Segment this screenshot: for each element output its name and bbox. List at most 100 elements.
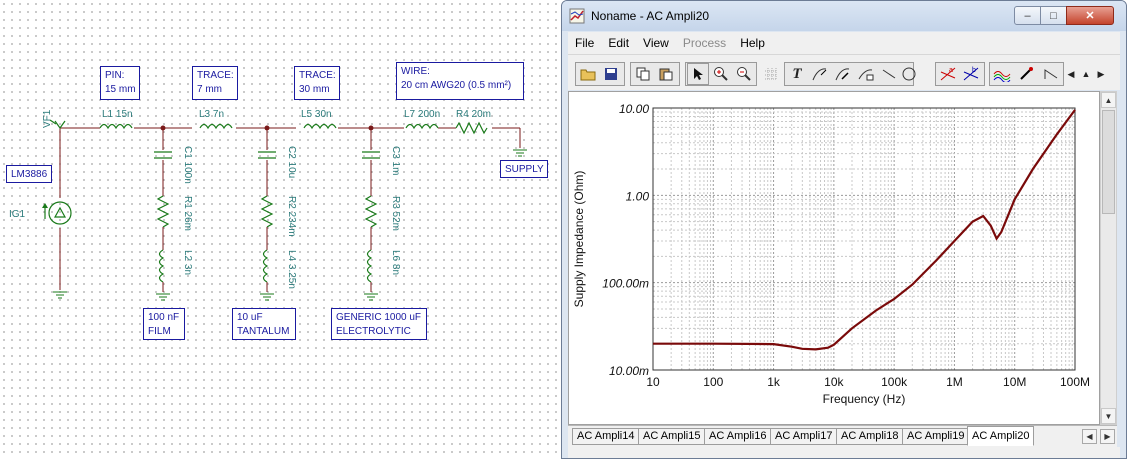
scroll-left-icon[interactable]: ◀ [1067, 68, 1075, 79]
tab-ac-ampli17[interactable]: AC Ampli17 [770, 428, 838, 445]
x-axis-label: Frequency (Hz) [823, 392, 906, 406]
chart-grid [652, 108, 1075, 371]
copy-icon[interactable] [632, 63, 654, 85]
label-c2: C2 10u [286, 146, 297, 178]
grid-icon[interactable] [760, 63, 782, 85]
zoom-out-icon[interactable] [733, 63, 755, 85]
label-l5: L5 30n [301, 109, 332, 120]
close-button[interactable]: ✕ [1066, 6, 1114, 25]
vertical-scrollbar[interactable]: ▲ ▼ [1100, 91, 1117, 425]
curve-cursor-icon[interactable] [809, 63, 831, 85]
title-bar[interactable]: Noname - AC Ampli20 – □ ✕ [562, 1, 1126, 31]
scrollbar-thumb[interactable] [1102, 110, 1115, 214]
x-tick-label: 10k [824, 375, 844, 389]
scroll-up-icon[interactable]: ▲ [1081, 69, 1091, 79]
label-l4: L4 3.25n [286, 250, 297, 289]
save-icon[interactable] [600, 63, 622, 85]
tab-ac-ampli19[interactable]: AC Ampli19 [902, 428, 970, 445]
label-l7: L7 200n [404, 109, 440, 120]
resistor-r4 [455, 121, 488, 135]
curve-label-icon[interactable] [855, 63, 877, 85]
label-r3: R3 52m [390, 196, 401, 231]
label-r2: R2 234m [286, 196, 297, 237]
step-icon[interactable] [1040, 63, 1062, 85]
label-r4: R4 20m [456, 109, 491, 120]
scroll-up-arrow-icon[interactable]: ▲ [1101, 92, 1116, 108]
y-tick-labels: 10.00m 100.00m 1.00 10.00 [602, 102, 649, 378]
tab-scroll-left-icon[interactable]: ◀ [1082, 429, 1097, 444]
circle-icon[interactable] [898, 63, 920, 85]
x-tick-label: 1k [767, 375, 781, 389]
pen-icon[interactable] [1015, 63, 1037, 85]
inductor-l7 [405, 123, 439, 130]
open-folder-icon[interactable] [577, 63, 599, 85]
paste-icon[interactable] [655, 63, 677, 85]
minimize-button[interactable]: – [1014, 6, 1041, 25]
plot-area[interactable]: 10 100 1k 10k 100k 1M 10M 100M 10.00m 100.00m 1.0… [568, 91, 1100, 425]
cursor-a-icon[interactable]: a [937, 63, 959, 85]
menu-process: Process [682, 36, 727, 50]
label-c3: C3 1m [390, 146, 401, 175]
tab-ac-ampli14[interactable]: AC Ampli14 [572, 428, 640, 445]
circuit-drawing: VF1 IG1 L1 15n L3 7n L5 30n L7 200n R4 2… [9, 109, 527, 301]
y-tick-label: 100.00m [602, 277, 649, 291]
maximize-icon: □ [1050, 9, 1057, 22]
x-tick-label: 10 [646, 375, 660, 389]
y-tick-label: 10.00m [609, 364, 649, 378]
menu-file[interactable]: File [575, 36, 595, 50]
curve-marker-icon[interactable] [832, 63, 854, 85]
pointer-icon[interactable] [687, 63, 709, 85]
current-source-ig1 [48, 201, 72, 225]
ac-analysis-window: Noname - AC Ampli20 – □ ✕ File Edit View… [561, 0, 1127, 459]
label-vf1: VF1 [42, 109, 53, 128]
note-lm3886[interactable]: LM3886 [6, 165, 52, 183]
note-wire[interactable]: WIRE: 20 cm AWG20 (0.5 mm²) [396, 62, 524, 100]
menu-help[interactable]: Help [740, 36, 765, 50]
x-tick-labels: 10 100 1k 10k 100k 1M 10M 100M [646, 375, 1090, 389]
status-strip [568, 447, 1120, 458]
y-tick-label: 10.00 [619, 102, 649, 116]
label-l3: L3 7n [199, 109, 224, 120]
ground-symbol [53, 149, 527, 301]
x-tick-label: 1M [946, 375, 963, 389]
text-icon[interactable]: T [792, 65, 802, 82]
zoom-in-icon[interactable] [710, 63, 732, 85]
voltmeter-vf1 [54, 120, 66, 130]
menu-view[interactable]: View [643, 36, 669, 50]
note-trace-30mm[interactable]: TRACE: 30 mm [294, 66, 340, 100]
tab-ac-ampli15[interactable]: AC Ampli15 [638, 428, 706, 445]
diagram-tab-bar: AC Ampli14 AC Ampli15 AC Ampli16 AC Ampl… [568, 425, 1117, 447]
cursor-b-icon[interactable]: b [960, 63, 982, 85]
note-trace-7mm[interactable]: TRACE: 7 mm [192, 66, 238, 100]
inductor-l3 [199, 123, 233, 130]
tab-ac-ampli16[interactable]: AC Ampli16 [704, 428, 772, 445]
series-line-impedance [653, 109, 1076, 351]
label-c1: C1 100n [182, 146, 193, 184]
minimize-icon: – [1024, 9, 1031, 22]
note-electrolytic[interactable]: GENERIC 1000 uF ELECTROLYTIC [331, 308, 427, 340]
note-supply[interactable]: SUPPLY [500, 160, 548, 178]
app-icon [569, 8, 585, 24]
note-tantalum[interactable]: 10 uF TANTALUM [232, 308, 296, 340]
tab-ac-ampli18[interactable]: AC Ampli18 [836, 428, 904, 445]
scroll-right-icon[interactable]: ▶ [1097, 68, 1105, 79]
note-film[interactable]: 100 nF FILM [143, 308, 185, 340]
y-axis-label: Supply Impedance (Ohm) [572, 171, 586, 308]
label-l1: L1 15n [102, 109, 133, 120]
curve-color-icon[interactable] [991, 63, 1013, 85]
note-pin[interactable]: PIN: 15 mm [100, 66, 140, 100]
y-tick-label: 1.00 [626, 189, 650, 203]
svg-text:a: a [949, 67, 953, 74]
impedance-chart[interactable]: 10 100 1k 10k 100k 1M 10M 100M 10.00m 100.00m 1.0… [569, 92, 1099, 424]
line-icon[interactable] [878, 63, 900, 85]
schematic-canvas[interactable]: VF1 IG1 L1 15n L3 7n L5 30n L7 200n R4 2… [0, 0, 563, 459]
scroll-down-arrow-icon[interactable]: ▼ [1101, 408, 1116, 424]
tab-ac-ampli20[interactable]: AC Ampli20 [967, 426, 1035, 446]
menu-bar: File Edit View Process Help [568, 32, 1120, 54]
maximize-button[interactable]: □ [1040, 6, 1067, 25]
menu-edit[interactable]: Edit [608, 36, 630, 50]
tab-scroll-right-icon[interactable]: ▶ [1100, 429, 1115, 444]
label-l2: L2 3n [182, 250, 193, 275]
label-l6: L6 8n [390, 250, 401, 275]
plot-frame [652, 107, 1076, 371]
